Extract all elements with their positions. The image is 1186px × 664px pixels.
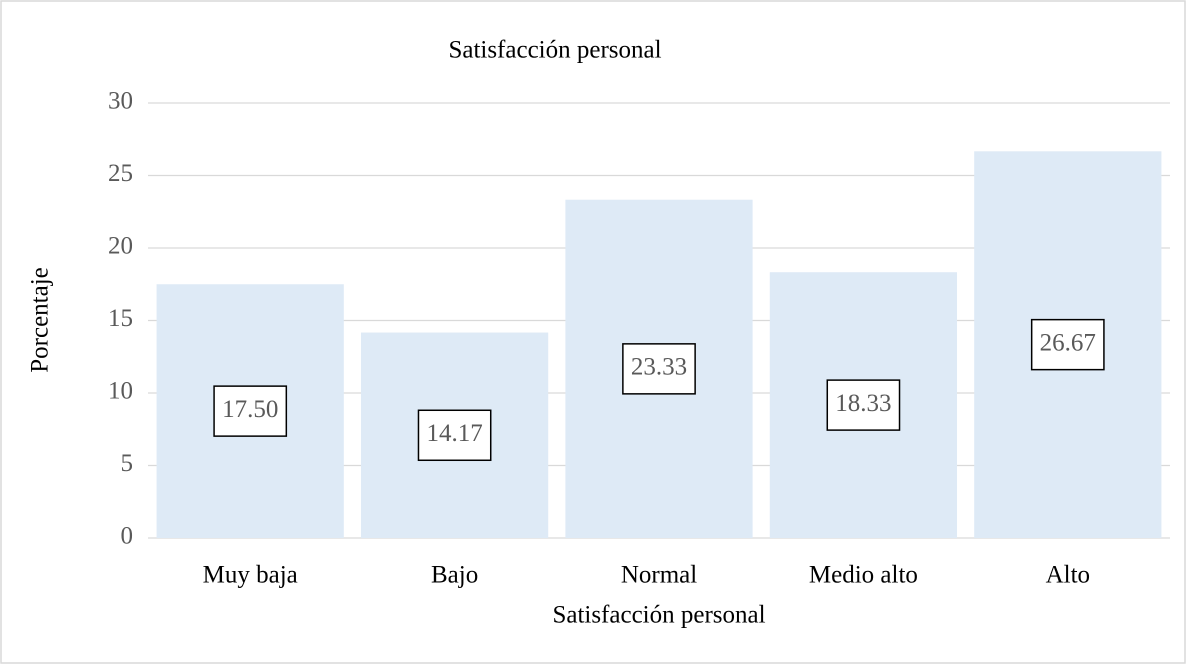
data-label-box	[622, 343, 696, 395]
x-tick-label: Alto	[1046, 562, 1090, 589]
data-label-box	[1030, 318, 1105, 371]
data-label-box	[213, 385, 288, 437]
y-axis-title: Porcentaje	[27, 267, 54, 373]
x-tick-label: Bajo	[431, 562, 478, 589]
y-tick-label: 20	[108, 233, 133, 260]
y-tick-label: 15	[108, 305, 133, 332]
y-tick-label: 25	[108, 160, 133, 187]
x-axis-title: Satisfacción personal	[552, 602, 765, 629]
y-tick-label: 30	[108, 88, 133, 115]
y-tick-label: 0	[121, 523, 134, 550]
data-label: 18.33	[835, 390, 891, 417]
x-tick-label: Normal	[621, 562, 697, 589]
y-tick-label: 5	[121, 450, 134, 477]
x-tick-label: Medio alto	[809, 562, 918, 589]
data-label: 14.17	[426, 420, 482, 447]
x-tick-label: Muy baja	[203, 562, 298, 589]
chart-title: Satisfacción personal	[448, 37, 661, 64]
data-label-box	[826, 379, 901, 431]
data-label: 17.50	[222, 396, 278, 423]
data-label: 23.33	[631, 354, 687, 381]
data-label: 26.67	[1040, 329, 1096, 356]
data-label-box	[417, 409, 492, 462]
y-tick-label: 10	[108, 378, 133, 405]
